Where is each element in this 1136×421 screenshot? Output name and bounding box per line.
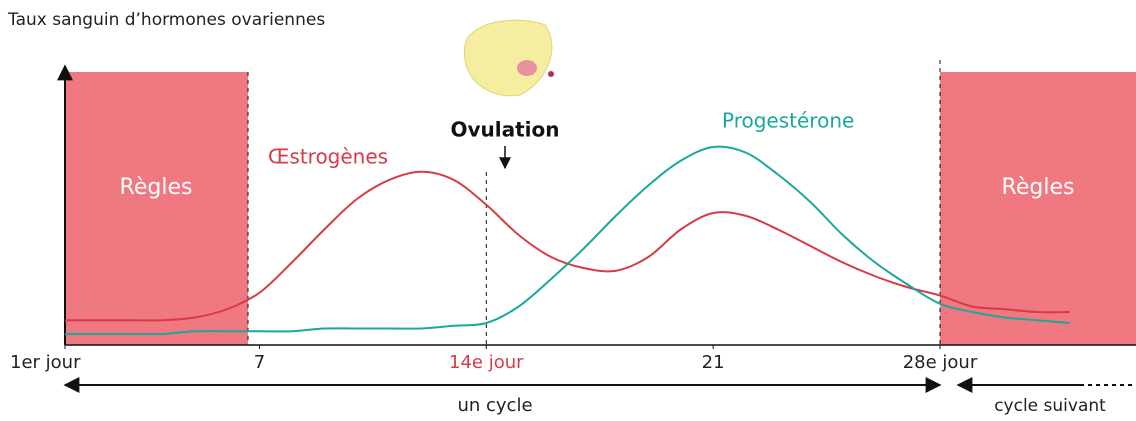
period-label: Règles <box>120 175 193 200</box>
period-block <box>940 72 1136 345</box>
x-tick-label: 14e jour <box>449 352 524 373</box>
series-label: Œstrogènes <box>268 145 388 169</box>
x-tick-label: 28e jour <box>903 352 978 373</box>
ovulation-label: Ovulation <box>450 118 559 142</box>
chart: Règles Règles Taux sanguin d’hormones ov… <box>0 0 1136 417</box>
cycle-label: un cycle <box>457 395 532 416</box>
ovum-illustration <box>464 20 554 96</box>
series-label: Progestérone <box>722 109 854 133</box>
period-block <box>65 72 248 345</box>
period-label: Règles <box>1002 175 1075 200</box>
chart-title: Taux sanguin d’hormones ovariennes <box>7 10 325 30</box>
next-cycle-label: cycle suivant <box>994 396 1106 416</box>
x-tick-label: 7 <box>254 352 265 373</box>
x-tick-label: 21 <box>702 352 725 373</box>
x-tick-label: 1er jour <box>10 352 81 373</box>
